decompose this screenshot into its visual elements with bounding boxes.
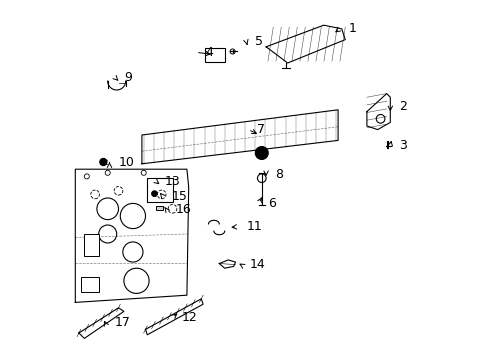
- Text: 17: 17: [114, 316, 130, 329]
- Bar: [84, 234, 99, 256]
- Circle shape: [100, 158, 107, 166]
- Text: 9: 9: [123, 71, 131, 84]
- Circle shape: [151, 191, 157, 197]
- Text: 8: 8: [275, 168, 283, 181]
- Text: 7: 7: [257, 123, 264, 136]
- Text: 15: 15: [171, 190, 187, 203]
- Polygon shape: [366, 94, 389, 130]
- Polygon shape: [265, 25, 345, 63]
- Polygon shape: [75, 169, 188, 302]
- Polygon shape: [79, 308, 123, 338]
- Text: 2: 2: [399, 100, 407, 113]
- Circle shape: [255, 147, 268, 159]
- Bar: [156, 206, 163, 210]
- Bar: [81, 277, 99, 292]
- Text: 5: 5: [255, 35, 263, 48]
- Text: 16: 16: [175, 203, 191, 216]
- Text: 3: 3: [399, 139, 407, 152]
- Bar: [204, 48, 224, 62]
- Text: 12: 12: [181, 311, 197, 324]
- Polygon shape: [145, 299, 203, 335]
- Text: 14: 14: [249, 258, 265, 271]
- Text: 13: 13: [164, 175, 180, 188]
- Text: 4: 4: [204, 46, 212, 59]
- Text: 10: 10: [118, 156, 134, 169]
- Polygon shape: [142, 110, 337, 164]
- Bar: [147, 178, 172, 202]
- Polygon shape: [219, 260, 235, 268]
- Text: 11: 11: [246, 220, 262, 233]
- Text: 1: 1: [348, 22, 356, 35]
- Text: 6: 6: [267, 197, 275, 210]
